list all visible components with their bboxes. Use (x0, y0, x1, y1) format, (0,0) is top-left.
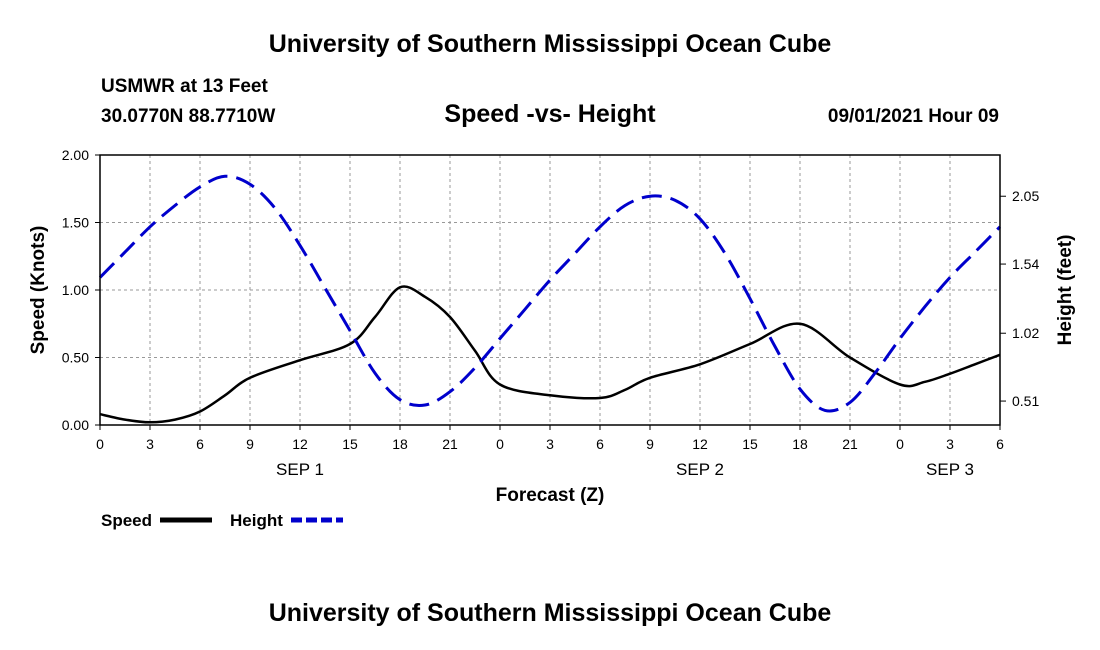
x-tick-label: 3 (146, 436, 154, 452)
x-tick-label: 15 (742, 436, 758, 452)
station-label: USMWR at 13 Feet (101, 76, 268, 97)
y-tick-label: 1.00 (62, 282, 89, 298)
x-tick-label: 0 (496, 436, 504, 452)
x-tick-label: 0 (896, 436, 904, 452)
x-tick-label: 0 (96, 436, 104, 452)
height-series-line (98, 174, 1002, 413)
y-tick-label: 0.50 (62, 350, 89, 366)
x-tick-label: 9 (246, 436, 254, 452)
y-axis-title: Speed (Knots) (28, 226, 49, 355)
series-lines (98, 174, 1002, 424)
y-tick-label: 1.50 (62, 215, 89, 231)
y2-tick-label: 1.54 (1012, 256, 1039, 272)
grid-lines (100, 155, 1000, 425)
y-tick-label: 2.00 (62, 147, 89, 163)
legend-label-height: Height (230, 511, 283, 530)
x-tick-label: 12 (692, 436, 708, 452)
x-axis-title: Forecast (Z) (496, 485, 605, 506)
page-title: University of Southern Mississippi Ocean… (268, 30, 832, 58)
legend: Speed Height (101, 511, 343, 530)
y2-axis-title: Height (feet) (1055, 235, 1076, 346)
station-coordinates: 30.0770N 88.7710W (101, 106, 276, 127)
day-label: SEP 3 (926, 460, 974, 479)
day-label: SEP 2 (676, 460, 724, 479)
x-tick-label: 12 (292, 436, 308, 452)
legend-label-speed: Speed (101, 511, 152, 530)
x-tick-label: 9 (646, 436, 654, 452)
x-tick-label: 21 (442, 436, 458, 452)
footer-title: University of Southern Mississippi Ocean… (268, 599, 832, 627)
day-label: SEP 1 (276, 460, 324, 479)
x-tick-label: 15 (342, 436, 358, 452)
x-tick-label: 6 (996, 436, 1004, 452)
chart-title: Speed -vs- Height (444, 100, 656, 128)
x-tick-label: 18 (792, 436, 808, 452)
forecast-datetime: 09/01/2021 Hour 09 (827, 106, 999, 127)
x-tick-label: 21 (842, 436, 858, 452)
x-tick-label: 18 (392, 436, 408, 452)
y-tick-label: 0.00 (62, 417, 89, 433)
x-tick-label: 6 (196, 436, 204, 452)
x-tick-label: 6 (596, 436, 604, 452)
x-tick-label: 3 (946, 436, 954, 452)
x-tick-label: 3 (546, 436, 554, 452)
axes: 0 3 6 9 12 15 18 21 0 3 6 9 12 15 18 21 0 3 6 0.00 0.50 1.00 1… (28, 147, 1076, 506)
y2-tick-label: 1.02 (1012, 325, 1039, 341)
y2-tick-label: 2.05 (1012, 188, 1039, 204)
y2-tick-label: 0.51 (1012, 393, 1039, 409)
